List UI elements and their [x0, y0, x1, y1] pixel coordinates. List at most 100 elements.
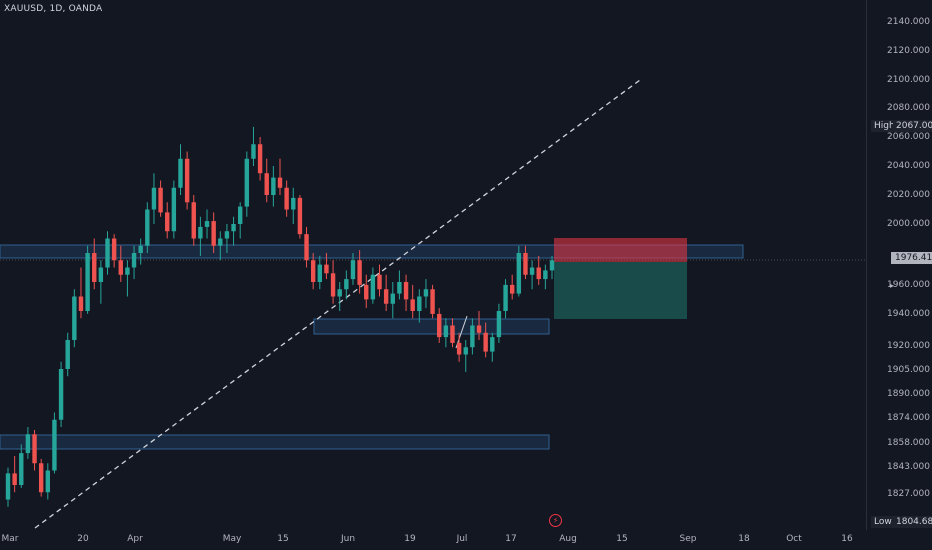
candle-body [198, 226, 203, 239]
candle-body [344, 279, 349, 290]
candle-body [350, 260, 356, 280]
time-tick-label: 15 [277, 534, 289, 544]
candle-body [224, 231, 230, 239]
candle-body [304, 234, 309, 261]
candle-body [516, 253, 522, 294]
time-tick-label: Oct [786, 534, 802, 544]
candle-body [549, 260, 555, 271]
candle-body [237, 206, 243, 224]
candle-body [65, 340, 70, 369]
stop-zone [554, 238, 687, 262]
candle-body [12, 473, 17, 485]
low-label: Low [871, 516, 895, 528]
alert-icon[interactable]: ⚡ [549, 514, 562, 527]
price-tick-label: 1920.000 [887, 341, 930, 351]
price-tick-label: 1960.000 [887, 280, 930, 290]
candle-body [204, 221, 210, 227]
time-tick-label: Aug [559, 534, 577, 544]
candle-body [297, 197, 303, 235]
time-tick-label: 15 [616, 534, 628, 544]
candle-body [291, 197, 296, 210]
candle-body [25, 434, 31, 454]
candle-body [310, 260, 316, 282]
candle-body [284, 187, 289, 210]
time-axis[interactable]: Mar 20 Apr May 15 Jun 19 Jul 17 Aug 15 Sep 18 Oct 16 [0, 530, 866, 550]
candle-body [32, 434, 37, 464]
candle-body [437, 313, 442, 338]
time-tick-label: Jul [456, 534, 468, 544]
price-tick-label: 2060.000 [887, 132, 930, 142]
candle-body [38, 463, 44, 493]
candle-body [184, 158, 190, 203]
high-label: High [871, 120, 898, 132]
candle-body [85, 253, 90, 311]
candle-body [264, 173, 269, 195]
price-tick-label: 1874.000 [887, 413, 930, 423]
candle-body [92, 253, 97, 282]
candle-body [337, 289, 342, 297]
target-zone [554, 262, 687, 319]
candle-body [397, 282, 402, 294]
candle-body [165, 212, 170, 232]
candle-body [231, 224, 236, 232]
price-tick-label: 2080.000 [887, 103, 930, 113]
candle-body [151, 187, 157, 210]
candle-body [118, 260, 123, 275]
time-tick-label: 20 [77, 534, 89, 544]
price-arrow-icon[interactable]: ▸ [890, 281, 895, 290]
candle-body [370, 274, 376, 300]
time-tick-label: 18 [738, 534, 750, 544]
last-price-label: 1976.415 [891, 252, 932, 264]
candle-body [483, 332, 488, 352]
candle-body [111, 238, 117, 261]
price-tick-label: 1890.000 [887, 389, 930, 399]
price-tick-label: 2040.000 [887, 161, 930, 171]
time-tick-label: Sep [679, 534, 697, 544]
high-value: 2067.000 [893, 120, 932, 132]
candle-body [417, 296, 422, 311]
candle-body [158, 187, 163, 213]
candle-body [251, 144, 256, 159]
price-tick-label: 2100.000 [887, 75, 930, 85]
candle-body [317, 264, 323, 282]
sr-zone [0, 434, 550, 450]
candle-body [244, 158, 250, 207]
price-tick-label: 2120.000 [887, 46, 930, 56]
candle-body [476, 325, 482, 333]
candle-body [257, 144, 263, 174]
low-value: 1804.685 [893, 516, 932, 528]
candle-body [277, 177, 283, 188]
candle-body [496, 311, 502, 338]
time-tick-label: May [222, 534, 242, 544]
candle-body [191, 202, 196, 239]
candle-body [423, 289, 429, 297]
candle-body [138, 245, 143, 253]
candle-body [330, 273, 336, 297]
candle-body [450, 325, 455, 343]
candle-body [211, 221, 216, 246]
time-tick-label: 19 [404, 534, 416, 544]
candle-body [131, 253, 137, 268]
price-tick-label: 1858.000 [887, 438, 930, 448]
candle-body [463, 347, 468, 355]
trend-line [34, 79, 641, 529]
candle-body [456, 342, 462, 355]
candle-body [529, 267, 535, 275]
time-tick-label: Apr [127, 534, 143, 544]
price-axis[interactable]: 2140.000 2120.000 2100.000 2080.000 2060.000… [866, 0, 932, 530]
candle-body [443, 325, 449, 338]
candle-body [364, 284, 369, 300]
candle-body [72, 296, 77, 340]
price-tick-label: 1843.000 [887, 462, 930, 472]
price-tick-label: 2020.000 [887, 190, 930, 200]
candle-body [543, 270, 548, 280]
candle-body [19, 453, 24, 485]
price-chart[interactable] [0, 0, 866, 530]
candle-body [171, 187, 177, 232]
candle-body [45, 470, 51, 493]
candle-body [98, 267, 104, 282]
candle-body [5, 473, 11, 500]
time-tick-label: 16 [841, 534, 853, 544]
time-tick-label: Mar [1, 534, 19, 544]
